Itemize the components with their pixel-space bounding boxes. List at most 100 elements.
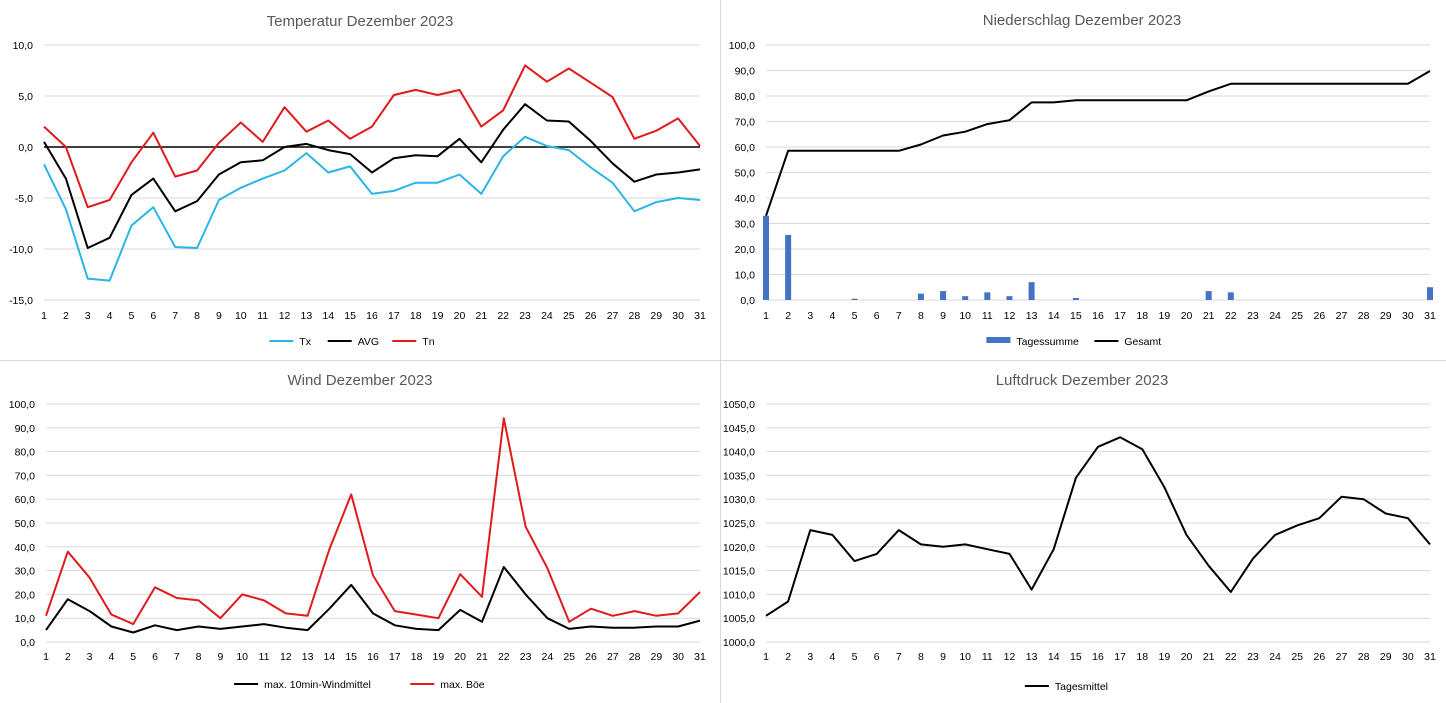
horizontal-divider <box>0 360 1446 361</box>
temp-x-tick-label: 9 <box>216 310 222 322</box>
pressure-x-tick-label: 15 <box>1070 651 1082 663</box>
temperature-chart-title: Temperatur Dezember 2023 <box>267 13 454 30</box>
precip-y-tick-label: 20,0 <box>735 244 756 256</box>
wind-x-tick-label: 23 <box>520 651 532 663</box>
precip-x-tick-label: 5 <box>852 310 858 322</box>
pressure-y-tick-label: 1040,0 <box>723 447 755 459</box>
wind-x-tick-label: 18 <box>411 651 423 663</box>
temp-x-tick-label: 17 <box>388 310 400 322</box>
precip-x-tick-label: 1 <box>763 310 769 322</box>
temp-x-tick-label: 4 <box>107 310 113 322</box>
precip-bar <box>763 215 769 300</box>
wind-x-tick-label: 3 <box>87 651 93 663</box>
pressure-y-tick-label: 1025,0 <box>723 518 755 530</box>
wind-y-tick-label: 20,0 <box>15 589 36 601</box>
precip-x-tick-label: 29 <box>1380 310 1392 322</box>
temp-x-tick-label: 15 <box>344 310 356 322</box>
precip-x-tick-label: 13 <box>1026 310 1038 322</box>
pressure-x-tick-label: 3 <box>807 651 813 663</box>
temp-x-tick-label: 29 <box>650 310 662 322</box>
precip-y-tick-label: 100,0 <box>729 40 755 52</box>
precip-legend-label-gesamt: Gesamt <box>1124 336 1161 348</box>
temp-y-tick-label: -10,0 <box>9 244 33 256</box>
pressure-x-tick-label: 22 <box>1225 651 1237 663</box>
pressure-x-tick-label: 18 <box>1136 651 1148 663</box>
wind-y-tick-label: 40,0 <box>15 542 36 554</box>
wind-series-line-max-10min-windmittel <box>45 566 701 634</box>
temp-y-tick-label: 0,0 <box>18 142 33 154</box>
pressure-x-tick-label: 4 <box>829 651 835 663</box>
wind-y-tick-label: 90,0 <box>15 423 36 435</box>
temp-x-tick-label: 1 <box>41 310 47 322</box>
precip-y-tick-label: 40,0 <box>735 193 756 205</box>
pressure-x-tick-label: 13 <box>1026 651 1038 663</box>
pressure-x-tick-label: 19 <box>1159 651 1171 663</box>
precip-legend-swatch-tagessumme <box>986 337 1011 343</box>
temp-x-tick-label: 10 <box>235 310 247 322</box>
precip-bar <box>851 298 858 300</box>
wind-x-tick-label: 25 <box>563 651 575 663</box>
temp-legend-label-tn: Tn <box>422 336 434 348</box>
wind-x-tick-label: 17 <box>389 651 401 663</box>
temp-x-tick-label: 8 <box>194 310 200 322</box>
pressure-x-tick-label: 20 <box>1181 651 1193 663</box>
pressure-x-tick-label: 21 <box>1203 651 1215 663</box>
pressure-y-tick-label: 1030,0 <box>723 494 755 506</box>
pressure-x-tick-label: 30 <box>1402 651 1414 663</box>
wind-y-tick-label: 10,0 <box>15 613 36 625</box>
pressure-x-tick-label: 11 <box>982 651 993 663</box>
precip-bar <box>940 291 947 300</box>
precip-x-tick-label: 4 <box>829 310 835 322</box>
wind-y-tick-label: 30,0 <box>15 566 36 578</box>
precip-x-tick-label: 18 <box>1136 310 1148 322</box>
pressure-y-tick-label: 1020,0 <box>723 542 755 554</box>
wind-y-tick-label: 50,0 <box>15 518 36 530</box>
precip-x-tick-label: 25 <box>1291 310 1303 322</box>
precip-bar <box>1006 296 1013 300</box>
wind-x-tick-label: 5 <box>130 651 136 663</box>
precip-y-tick-label: 70,0 <box>735 117 756 129</box>
pressure-y-tick-label: 1000,0 <box>723 637 755 649</box>
wind-x-tick-label: 9 <box>217 651 223 663</box>
vertical-divider <box>720 0 721 703</box>
precip-x-tick-label: 24 <box>1269 310 1281 322</box>
pressure-x-tick-label: 1 <box>763 651 769 663</box>
precip-x-tick-label: 22 <box>1225 310 1237 322</box>
wind-chart-title: Wind Dezember 2023 <box>287 372 432 389</box>
pressure-y-tick-label: 1035,0 <box>723 470 755 482</box>
precip-y-tick-label: 90,0 <box>735 66 756 78</box>
pressure-x-tick-label: 24 <box>1269 651 1281 663</box>
wind-x-tick-label: 16 <box>367 651 379 663</box>
temp-legend-label-avg: AVG <box>358 336 379 348</box>
temp-series-line-tn <box>43 64 701 209</box>
pressure-x-tick-label: 12 <box>1004 651 1016 663</box>
temp-x-tick-label: 31 <box>694 310 706 322</box>
precip-x-tick-label: 30 <box>1402 310 1414 322</box>
precip-y-tick-label: 80,0 <box>735 91 756 103</box>
wind-x-tick-label: 24 <box>542 651 554 663</box>
temp-x-tick-label: 28 <box>629 310 641 322</box>
pressure-x-tick-label: 17 <box>1114 651 1126 663</box>
pressure-y-tick-label: 1045,0 <box>723 423 755 435</box>
wind-x-tick-label: 30 <box>672 651 684 663</box>
precip-x-tick-label: 3 <box>807 310 813 322</box>
wind-x-tick-label: 21 <box>476 651 488 663</box>
temp-x-tick-label: 19 <box>432 310 444 322</box>
temp-series-line-avg <box>43 103 701 249</box>
precip-x-tick-label: 2 <box>785 310 791 322</box>
wind-x-tick-label: 26 <box>585 651 597 663</box>
wind-x-tick-label: 13 <box>302 651 314 663</box>
temp-x-tick-label: 11 <box>257 310 268 322</box>
pressure-x-tick-label: 10 <box>959 651 971 663</box>
temp-x-tick-label: 22 <box>497 310 509 322</box>
precip-y-tick-label: 0,0 <box>740 295 755 307</box>
precip-x-tick-label: 28 <box>1358 310 1370 322</box>
temp-x-tick-label: 18 <box>410 310 422 322</box>
pressure-x-tick-label: 29 <box>1380 651 1392 663</box>
wind-x-tick-label: 22 <box>498 651 510 663</box>
temp-x-tick-label: 24 <box>541 310 553 322</box>
pressure-series-line-tagesmittel <box>765 436 1431 617</box>
temp-x-tick-label: 13 <box>301 310 313 322</box>
